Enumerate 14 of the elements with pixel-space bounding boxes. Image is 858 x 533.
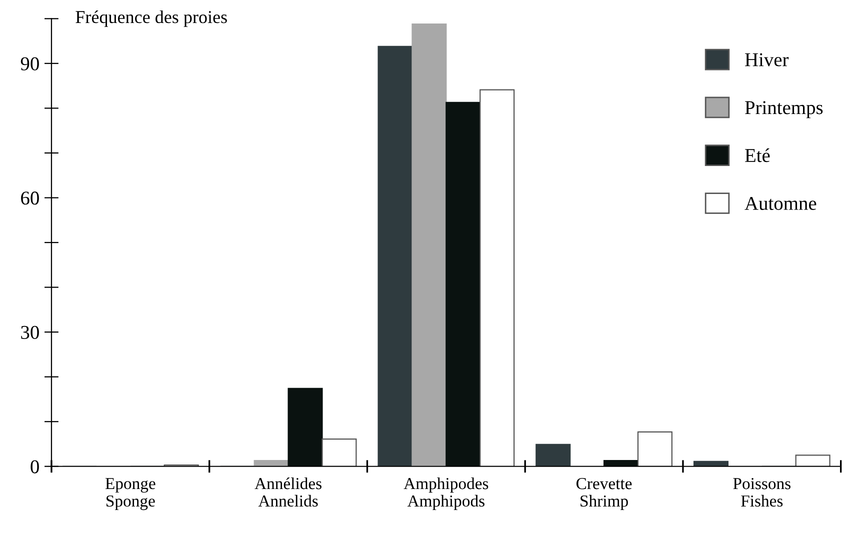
y-tick-label: 30: [21, 326, 39, 339]
x-tick-label: Annélides Annelids: [254, 477, 322, 507]
y-axis-title: Fréquence des proies: [76, 10, 227, 27]
x-tick-label: Poissons Fishes: [733, 478, 790, 507]
legend-label: Hiver: [745, 53, 789, 66]
y-tick-label: 0: [30, 460, 39, 474]
x-tick-label: Amphipodes Amphipods: [404, 477, 488, 510]
legend-label: Eté: [745, 148, 770, 162]
x-tick-label: Eponge Sponge: [105, 478, 156, 510]
y-tick-label: 60: [21, 192, 39, 205]
x-tick-label: Crevette Shrimp: [576, 478, 632, 510]
legend-label: Automne: [744, 196, 816, 210]
y-tick-label: 90: [20, 57, 39, 70]
legend-label: Printemps: [745, 101, 823, 118]
